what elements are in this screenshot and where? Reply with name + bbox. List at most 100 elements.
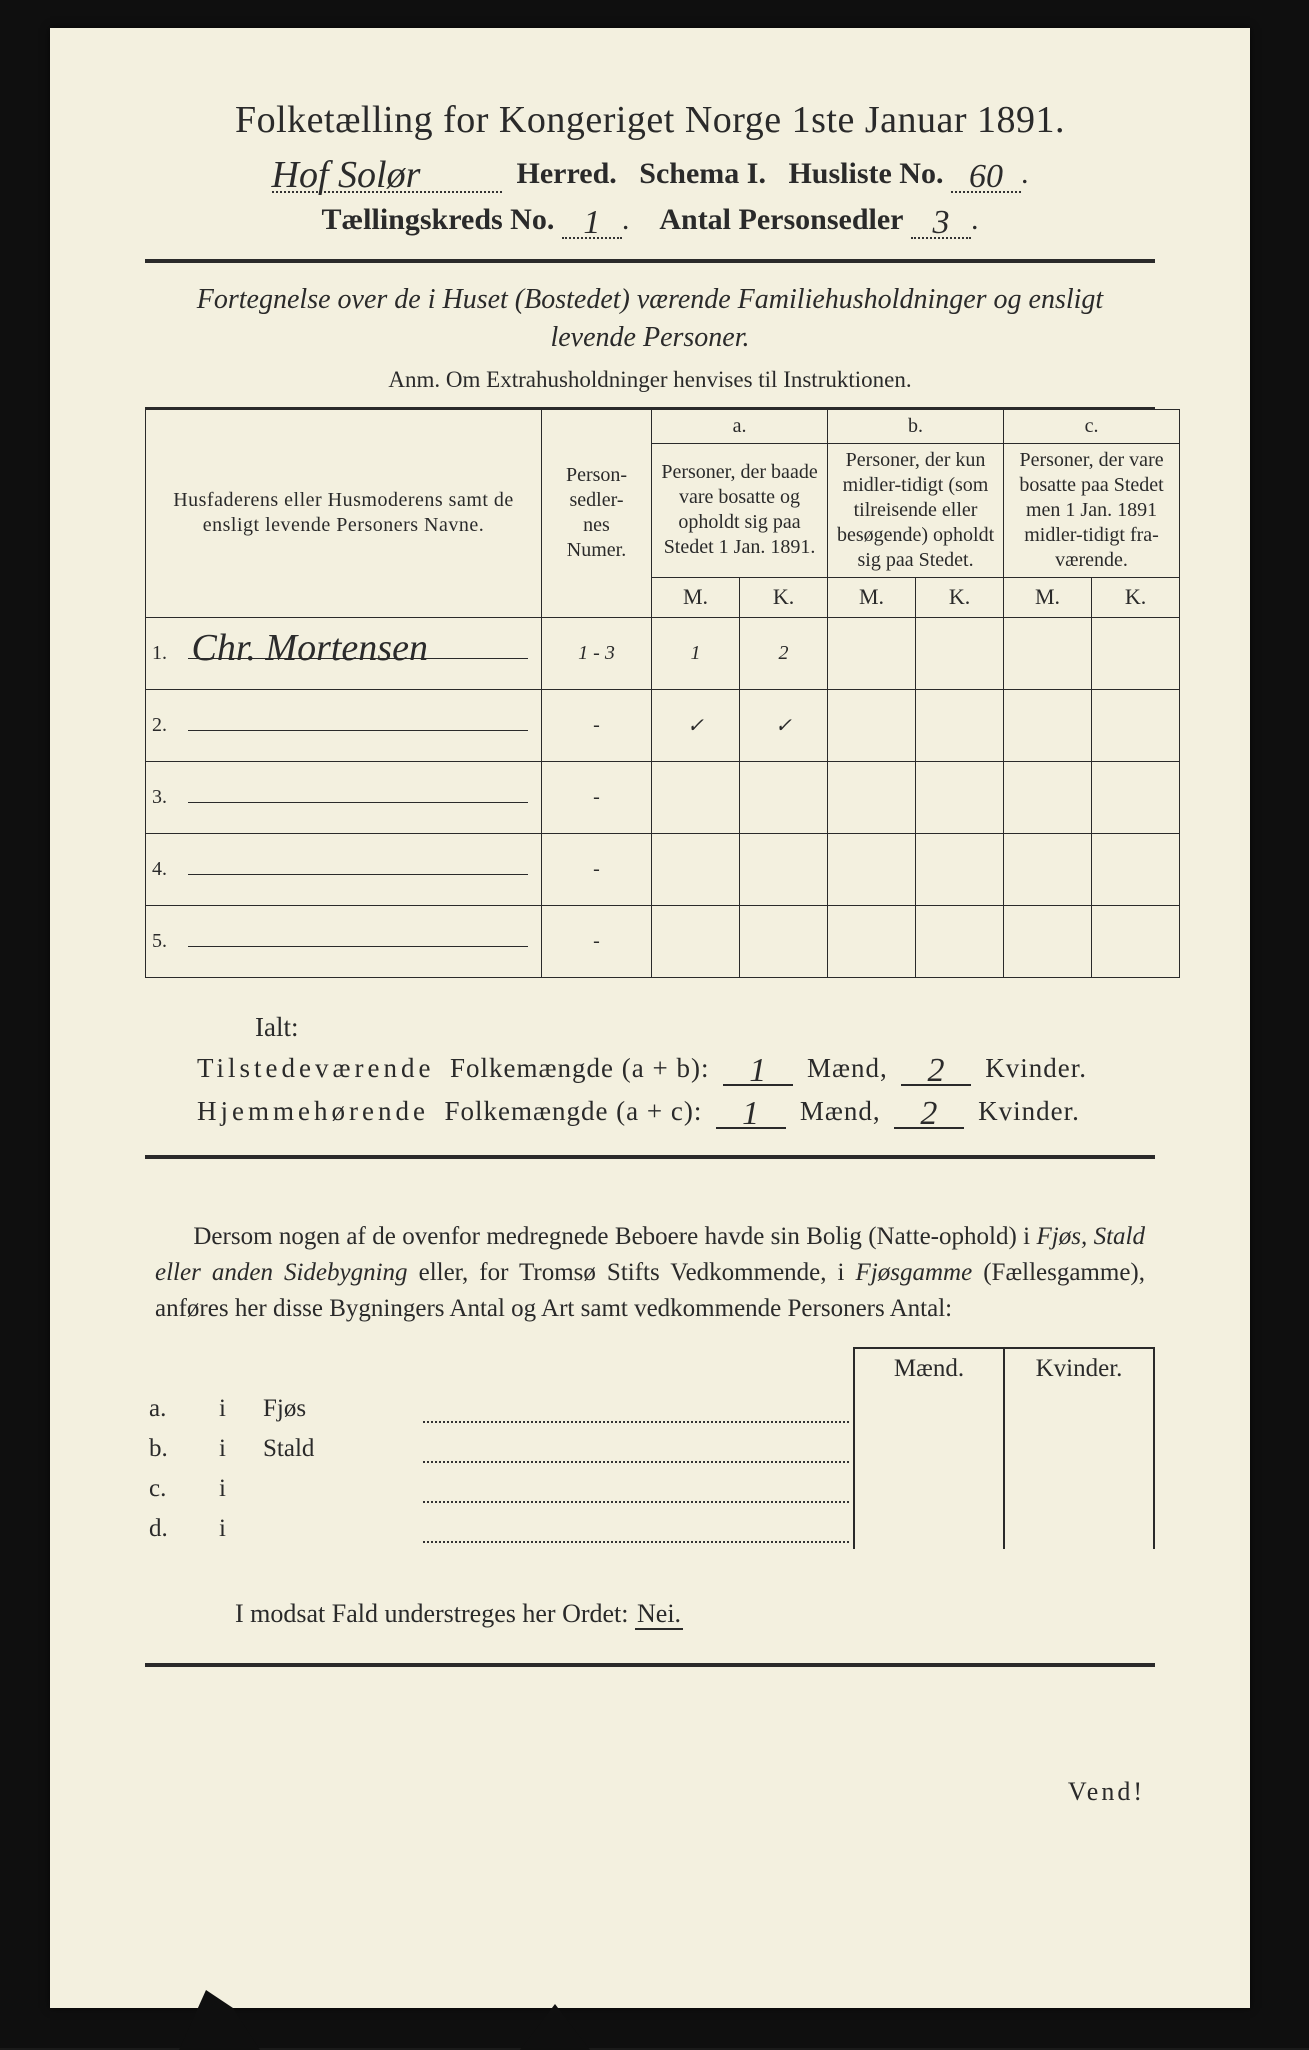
row-number: 4. <box>146 833 182 905</box>
row-number: 2. <box>146 689 182 761</box>
ialt-label: Ialt: <box>255 1012 1155 1043</box>
husliste-label: Husliste No. <box>788 157 943 190</box>
building-row: c.i <box>145 1469 1154 1509</box>
table-row: 1.Chr. Mortensen1 - 312 <box>146 617 1180 689</box>
header-line-herred: Hof Solør Herred. Schema I. Husliste No.… <box>145 156 1155 193</box>
bldg-name <box>259 1509 419 1549</box>
rule-top <box>145 259 1155 263</box>
table-row: 2.-✓✓ <box>146 689 1180 761</box>
row-number: 5. <box>146 905 182 977</box>
ac-k: 2 <box>920 1100 938 1127</box>
bldg-i: i <box>215 1389 259 1429</box>
ab-k: 2 <box>927 1057 945 1084</box>
building-row: b.iStald <box>145 1429 1154 1469</box>
rule-mid <box>145 1155 1155 1159</box>
subtitle: Fortegnelse over de i Huset (Bostedet) v… <box>185 281 1115 357</box>
husliste-no: 60 <box>969 163 1003 190</box>
row-aK <box>740 761 828 833</box>
bldg-name: Stald <box>259 1429 419 1469</box>
bldg-m-cell <box>854 1389 1004 1429</box>
summary-ab: Tilstedeværende Folkemængde (a + b): 1 M… <box>197 1053 1155 1086</box>
row-cK <box>1092 905 1180 977</box>
herred-handwritten: Hof Solør <box>272 160 421 190</box>
th-c-label: c. <box>1004 409 1180 443</box>
bldg-k-cell <box>1004 1429 1154 1469</box>
row-numers: 1 - 3 <box>542 617 652 689</box>
th-num: Person- sedler- nes Numer. <box>542 409 652 617</box>
building-paragraph: Dersom nogen af de ovenfor medregnede Be… <box>155 1219 1145 1328</box>
bldg-name: Fjøs <box>259 1389 419 1429</box>
building-row: a.iFjøs <box>145 1389 1154 1429</box>
row-bK <box>916 833 1004 905</box>
header-line-kreds: Tællingskreds No. 1 . Antal Personsedler… <box>145 203 1155 239</box>
row-cK <box>1092 833 1180 905</box>
vend-label: Vend! <box>145 1777 1145 1807</box>
row-name <box>182 761 542 833</box>
anm-note: Anm. Om Extrahusholdninger henvises til … <box>145 367 1155 393</box>
row-bM <box>828 761 916 833</box>
row-name: Chr. Mortensen <box>182 617 542 689</box>
bldg-letter: d. <box>145 1509 215 1549</box>
bldg-kvinder: Kvinder. <box>1004 1348 1154 1389</box>
bldg-k-cell <box>1004 1389 1154 1429</box>
torn-edge <box>520 2004 590 2050</box>
bldg-i: i <box>215 1509 259 1549</box>
table-row: 5. - <box>146 905 1180 977</box>
herred-label: Herred. <box>517 157 617 190</box>
census-table: Husfaderens eller Husmoderens samt de en… <box>145 409 1180 978</box>
summary-ac: Hjemmehørende Folkemængde (a + c): 1 Mæn… <box>197 1096 1155 1129</box>
row-bK <box>916 689 1004 761</box>
row-cM <box>1004 905 1092 977</box>
schema-label: Schema I. <box>639 157 766 190</box>
row-numers: - <box>542 905 652 977</box>
ab-m: 1 <box>749 1057 767 1084</box>
nei-line: I modsat Fald understreges her Ordet: Ne… <box>235 1599 1155 1629</box>
row-name <box>182 689 542 761</box>
building-row: d.i <box>145 1509 1154 1549</box>
row-bM <box>828 617 916 689</box>
th-b-text: Personer, der kun midler-tidigt (som til… <box>828 443 1004 577</box>
page-title: Folketælling for Kongeriget Norge 1ste J… <box>145 98 1155 142</box>
bldg-letter: a. <box>145 1389 215 1429</box>
row-number: 3. <box>146 761 182 833</box>
row-bM <box>828 833 916 905</box>
personsedler-label: Antal Personsedler <box>659 203 903 236</box>
census-form-page: Folketælling for Kongeriget Norge 1ste J… <box>50 28 1250 2008</box>
bldg-letter: c. <box>145 1469 215 1509</box>
th-a-text: Personer, der baade vare bosatte og opho… <box>652 443 828 577</box>
row-cK <box>1092 617 1180 689</box>
bldg-i: i <box>215 1469 259 1509</box>
row-number: 1. <box>146 617 182 689</box>
th-c-K: K. <box>1092 577 1180 617</box>
bldg-k-cell <box>1004 1469 1154 1509</box>
bldg-i: i <box>215 1429 259 1469</box>
bldg-maend: Mænd. <box>854 1348 1004 1389</box>
ac-m: 1 <box>742 1100 760 1127</box>
th-c-M: M. <box>1004 577 1092 617</box>
th-a-M: M. <box>652 577 740 617</box>
table-row: 3. - <box>146 761 1180 833</box>
row-aK: ✓ <box>740 689 828 761</box>
building-table: Mænd. Kvinder. a.iFjøsb.iStaldc.id.i <box>145 1347 1155 1549</box>
bldg-m-cell <box>854 1429 1004 1469</box>
row-aM: 1 <box>652 617 740 689</box>
bldg-dots <box>423 1443 849 1463</box>
row-bK <box>916 905 1004 977</box>
row-cK <box>1092 689 1180 761</box>
row-bK <box>916 617 1004 689</box>
bldg-dots <box>423 1403 849 1423</box>
row-cK <box>1092 761 1180 833</box>
row-numers: - <box>542 761 652 833</box>
row-aK <box>740 833 828 905</box>
personsedler-no: 3 <box>932 209 949 236</box>
row-name <box>182 833 542 905</box>
bldg-dots <box>423 1483 849 1503</box>
row-bK <box>916 761 1004 833</box>
th-name: Husfaderens eller Husmoderens samt de en… <box>146 409 542 617</box>
row-name <box>182 905 542 977</box>
row-aK <box>740 905 828 977</box>
row-cM <box>1004 689 1092 761</box>
table-row: 4.- <box>146 833 1180 905</box>
th-c-text: Personer, der vare bosatte paa Stedet me… <box>1004 443 1180 577</box>
row-bM <box>828 689 916 761</box>
